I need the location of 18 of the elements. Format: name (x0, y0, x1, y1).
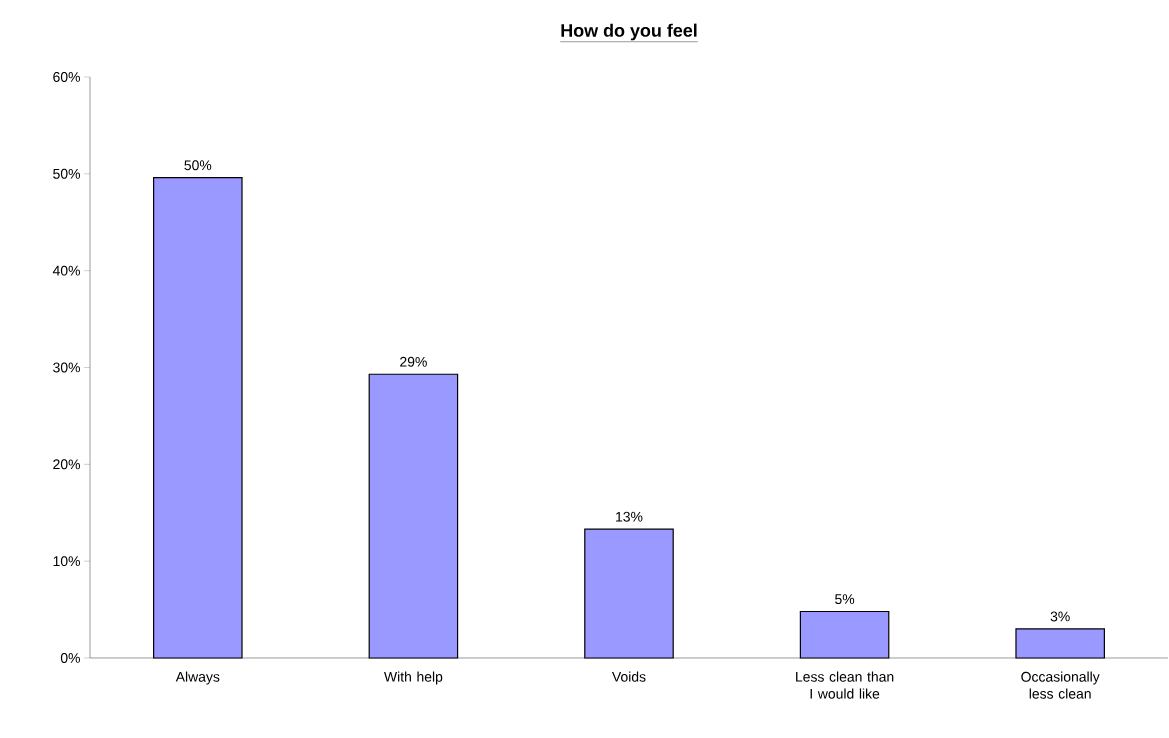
data-label: 29% (400, 356, 427, 367)
data-label: 13% (616, 511, 643, 522)
x-tick-label: Occasionally less clean (1021, 671, 1100, 699)
x-tick-label: Always (175, 671, 220, 685)
data-label: 5% (835, 594, 855, 605)
y-tick-label: 60% (53, 72, 80, 82)
data-label: 3% (1050, 611, 1070, 622)
y-tick-label: 50% (53, 168, 80, 179)
y-tick-label: 0% (60, 653, 80, 663)
x-tick-label: With help (384, 671, 443, 685)
y-tick-label: 30% (53, 362, 80, 373)
chart-title: How do you feel (561, 23, 697, 41)
y-tick-label: 10% (53, 556, 80, 567)
y-tick-label: 20% (53, 459, 80, 470)
data-label: 50% (184, 160, 212, 171)
x-tick-label: Voids (611, 671, 646, 682)
y-tick-label: 40% (52, 265, 80, 276)
x-tick-label: Less clean than I would like (796, 671, 894, 699)
